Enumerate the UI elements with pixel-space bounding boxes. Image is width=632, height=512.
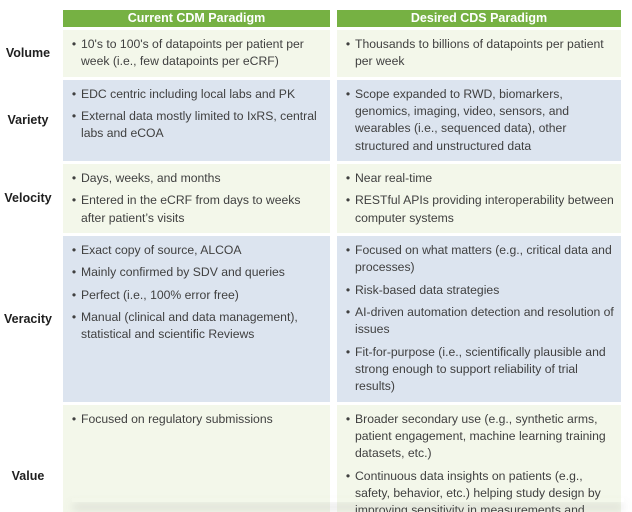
bullet-text: Perfect (i.e., 100% error free)	[81, 287, 239, 302]
bullet-text: Continuous data insights on patients (e.…	[355, 468, 601, 512]
cell-current-value: • Focused on regulatory submissions	[63, 404, 330, 512]
cell-current-volume: • 10's to 100's of datapoints per patient…	[63, 30, 330, 77]
bullet-text: AI-driven automation detection and resol…	[355, 304, 614, 337]
bullet-icon: •	[345, 468, 351, 483]
bullet-text: Days, weeks, and months	[81, 170, 221, 185]
bullet-icon: •	[345, 411, 351, 426]
row-label-variety: Variety	[0, 79, 56, 161]
bullet-icon: •	[71, 309, 77, 324]
cell-desired-variety: • Scope expanded to RWD, biomarkers, geno…	[337, 79, 621, 161]
bullet-text: Broader secondary use (e.g., synthetic a…	[355, 411, 606, 461]
cell-desired-veracity: • Focused on what matters (e.g., critical…	[337, 235, 621, 402]
bullet-icon: •	[71, 287, 77, 302]
bullet-icon: •	[71, 108, 77, 123]
row-label-veracity: Veracity	[0, 235, 56, 402]
bullet-icon: •	[345, 242, 351, 257]
bullet-icon: •	[71, 242, 77, 257]
cell-desired-velocity: • Near real-time • RESTful APIs providing i…	[337, 163, 621, 233]
bullet-item: • Mainly confirmed by SDV and queries	[67, 264, 324, 281]
bullet-icon: •	[71, 193, 77, 208]
bullet-icon: •	[71, 411, 77, 426]
bullet-text: EDC centric including local labs and PK	[81, 86, 296, 101]
bullet-text: Risk-based data strategies	[355, 282, 500, 297]
cell-current-veracity: • Exact copy of source, ALCOA • Mainly conf…	[63, 235, 330, 402]
bullet-item: • RESTful APIs providing interoperability…	[341, 192, 615, 227]
row-label-velocity: Velocity	[0, 163, 56, 233]
bullet-text: Thousands to billions of datapoints per …	[355, 37, 604, 69]
bullet-icon: •	[345, 193, 351, 208]
row-label-value: Value	[0, 404, 56, 512]
bullet-icon: •	[345, 304, 351, 319]
bullet-text: RESTful APIs providing interoperability …	[355, 193, 614, 225]
cell-current-variety: • EDC centric including local labs and PK…	[63, 79, 330, 161]
bullet-item: • Focused on what matters (e.g., critical…	[341, 242, 615, 277]
bullet-item: • Perfect (i.e., 100% error free)	[67, 287, 324, 304]
bullet-text: Fit-for-purpose (i.e., scientifically pl…	[355, 344, 606, 394]
bullet-item: • Scope expanded to RWD, biomarkers, geno…	[341, 86, 615, 155]
bullet-icon: •	[71, 86, 77, 101]
bullet-item: • Broader secondary use (e.g., synthetic …	[341, 411, 615, 463]
cell-current-velocity: • Days, weeks, and months • Entered in the …	[63, 163, 330, 233]
bullet-item: • Thousands to billions of datapoints per…	[341, 36, 615, 71]
cell-desired-value: • Broader secondary use (e.g., synthetic …	[337, 404, 621, 512]
bullet-item: • AI-driven automation detection and reso…	[341, 304, 615, 339]
bullet-text: Mainly confirmed by SDV and queries	[81, 265, 285, 280]
bullet-text: Scope expanded to RWD, biomarkers, genom…	[355, 86, 570, 153]
bullet-icon: •	[345, 282, 351, 297]
bullet-item: • Fit-for-purpose (i.e., scientifically p…	[341, 344, 615, 396]
bullet-item: • Entered in the eCRF from days to weeks …	[67, 192, 324, 227]
bullet-icon: •	[345, 344, 351, 359]
bullet-text: Entered in the eCRF from days to weeks a…	[81, 193, 301, 225]
bullet-icon: •	[345, 170, 351, 185]
bullet-text: Manual (clinical and data management), s…	[81, 309, 298, 342]
bullet-icon: •	[71, 265, 77, 280]
bullet-item: • Focused on regulatory submissions	[67, 411, 324, 428]
bullet-item: • Near real-time	[341, 170, 615, 187]
bullet-item: • EDC centric including local labs and PK	[67, 86, 324, 103]
bullet-text: External data mostly limited to IxRS, ce…	[81, 108, 317, 141]
bullet-icon: •	[71, 170, 77, 185]
page-drop-shadow	[72, 498, 624, 502]
bullet-text: Near real-time	[355, 170, 433, 185]
bullet-item: • Risk-based data strategies	[341, 282, 615, 299]
cell-desired-volume: • Thousands to billions of datapoints per…	[337, 30, 621, 77]
corner-spacer	[0, 10, 56, 27]
bullet-text: 10's to 100's of datapoints per patient …	[81, 37, 304, 69]
row-label-volume: Volume	[0, 30, 56, 77]
bullet-text: Focused on what matters (e.g., critical …	[355, 242, 612, 275]
column-header-desired: Desired CDS Paradigm	[337, 10, 621, 27]
column-header-current: Current CDM Paradigm	[63, 10, 330, 27]
bullet-text: Exact copy of source, ALCOA	[81, 242, 242, 257]
bullet-icon: •	[71, 37, 77, 51]
bullet-item: • 10's to 100's of datapoints per patient…	[67, 36, 324, 71]
bullet-item: • Continuous data insights on patients (e…	[341, 468, 615, 512]
bullet-icon: •	[345, 37, 351, 51]
bullet-item: • Days, weeks, and months	[67, 170, 324, 187]
bullet-item: • External data mostly limited to IxRS, c…	[67, 108, 324, 143]
bullet-item: • Exact copy of source, ALCOA	[67, 242, 324, 259]
bullet-item: • Manual (clinical and data management), …	[67, 309, 324, 344]
paradigm-comparison-table: Current CDM Paradigm Desired CDS Paradig…	[0, 10, 621, 512]
bullet-text: Focused on regulatory submissions	[81, 411, 273, 426]
bullet-icon: •	[345, 86, 351, 101]
